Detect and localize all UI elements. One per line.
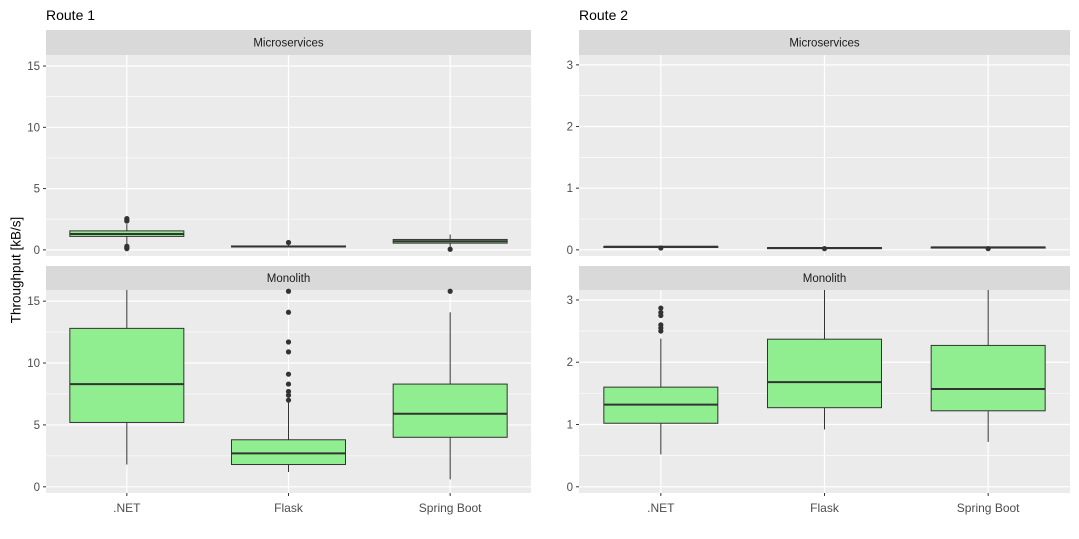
route2-microservices-ytick-label: 0 <box>567 245 573 257</box>
route1-microservices-strip-label: Microservices <box>253 38 324 50</box>
outlier-point <box>658 322 664 328</box>
route2-microservices-ytick-label: 3 <box>567 60 573 72</box>
route1-microservices-ytick-label: 5 <box>34 184 40 196</box>
outlier-point <box>124 243 130 249</box>
route1-microservices-box-flask <box>231 239 346 248</box>
outlier-point <box>285 288 292 294</box>
outlier-point <box>658 309 664 316</box>
y-axis-label: Throughput [kB/s] <box>8 216 24 324</box>
box-iqr <box>767 338 882 409</box>
route1-xtick-label-flask: Flask <box>274 501 304 515</box>
outlier-point <box>285 349 292 355</box>
route2-monolith-strip <box>579 266 1070 290</box>
route2-monolith-ytick-label: 0 <box>567 482 573 494</box>
outlier-point <box>285 239 292 246</box>
route2-xtick-label-spring-boot: Spring Boot <box>957 501 1020 515</box>
route2-monolith-ytick-label: 3 <box>567 295 573 307</box>
route1-monolith-strip <box>46 266 531 290</box>
outlier-point <box>285 381 292 387</box>
route1-monolith-ytick-label: 10 <box>27 358 40 370</box>
route1-microservices-box-spring-boot <box>392 234 508 252</box>
route2-monolith-box-spring-boot <box>930 290 1046 442</box>
route2-microservices-ytick-label: 2 <box>567 122 573 134</box>
route1-microservices-ytick-label: 10 <box>27 122 40 134</box>
route1-monolith-box-flask <box>231 288 346 472</box>
route1-xtick-label-spring-boot: Spring Boot <box>419 501 482 515</box>
route2-microservices-ytick-label: 1 <box>567 183 573 195</box>
route2-microservices-box-flask <box>767 246 882 252</box>
box-iqr <box>69 327 185 423</box>
route1-microservices-ytick-label: 15 <box>27 61 40 73</box>
route1-microservices-box-net <box>69 216 185 252</box>
route1-monolith-ytick-label: 15 <box>27 296 40 308</box>
route2-microservices-box-net <box>603 245 719 251</box>
outlier-point <box>658 305 664 311</box>
route2-monolith-box-flask <box>767 290 882 430</box>
route2-microservices-box-spring-boot <box>930 246 1046 252</box>
route2-xtick-label-flask: Flask <box>810 501 840 515</box>
box-iqr <box>231 439 346 466</box>
route2-monolith-ytick-label: 2 <box>567 357 573 369</box>
outlier-point <box>285 392 292 398</box>
box-iqr <box>930 344 1046 412</box>
route1-monolith-box-spring-boot <box>392 288 508 480</box>
route1-xtick-label-net: .NET <box>113 501 141 515</box>
route2-monolith-strip-label: Monolith <box>803 273 846 285</box>
outlier-point <box>447 288 453 294</box>
outlier-point <box>285 309 292 315</box>
box-iqr <box>392 383 508 438</box>
route1-monolith-ytick-label: 5 <box>34 420 40 432</box>
outlier-point <box>447 246 453 252</box>
route-1-title: Route 1 <box>46 7 96 23</box>
outlier-point <box>285 388 292 395</box>
route2-monolith-box-net <box>603 305 719 455</box>
outlier-point <box>821 246 828 252</box>
outlier-point <box>285 397 292 403</box>
outlier-point <box>285 371 292 377</box>
route2-microservices-strip-label: Microservices <box>789 38 860 50</box>
route2-monolith-ytick-label: 1 <box>567 420 573 432</box>
outlier-point <box>658 245 664 251</box>
outlier-point <box>124 216 130 222</box>
route1-microservices-ytick-label: 0 <box>34 245 40 257</box>
route1-monolith-box-net <box>69 290 185 465</box>
route2-microservices-strip <box>579 30 1070 55</box>
route-2-title: Route 2 <box>579 7 629 23</box>
outlier-point <box>985 246 991 252</box>
route1-monolith-strip-label: Monolith <box>267 273 310 285</box>
route2-xtick-label-net: .NET <box>647 501 675 515</box>
outlier-point <box>285 339 292 345</box>
route1-monolith-ytick-label: 0 <box>34 482 40 494</box>
route1-microservices-strip <box>46 30 531 55</box>
